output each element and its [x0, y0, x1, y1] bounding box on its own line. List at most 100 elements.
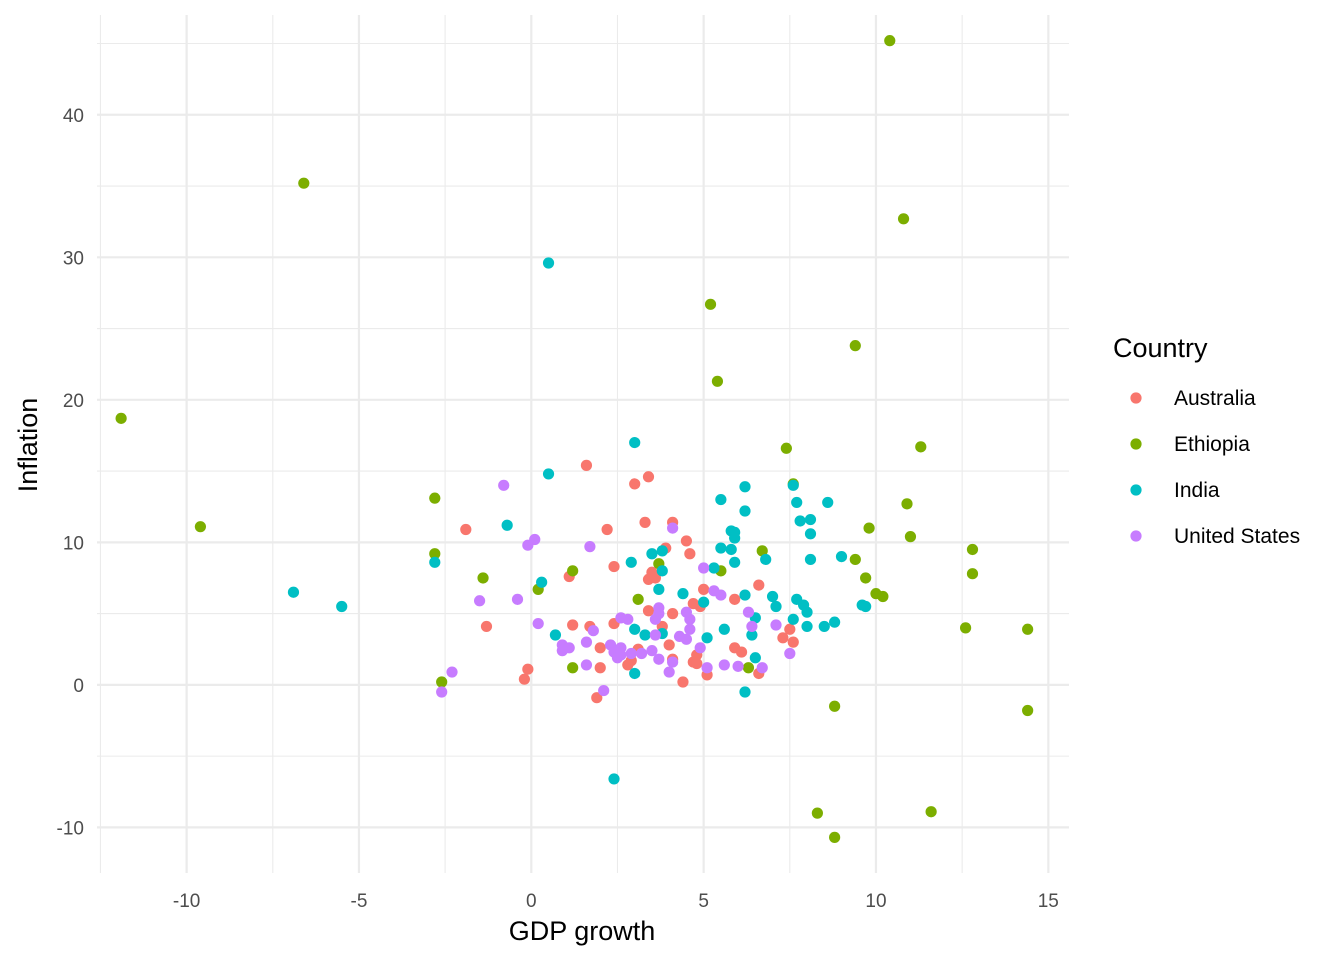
data-point-india [718, 623, 730, 635]
data-point-india [677, 588, 689, 600]
data-point-australia [649, 572, 661, 584]
data-point-ethiopia [829, 831, 841, 843]
data-point-india [739, 589, 751, 601]
data-point-ethiopia [567, 662, 579, 674]
data-point-united-states [625, 647, 637, 660]
data-point-india [760, 553, 772, 566]
y-tick-label: 10 [63, 533, 84, 554]
data-point-australia [608, 560, 620, 573]
data-point-united-states [522, 539, 534, 551]
data-point-india [860, 600, 872, 613]
data-point-united-states [580, 636, 593, 648]
data-point-india [629, 667, 641, 680]
data-point-ethiopia [567, 565, 579, 577]
data-point-australia [753, 579, 765, 591]
grid [97, 15, 1069, 873]
data-point-india [729, 556, 741, 568]
data-point-australia [629, 478, 641, 490]
data-point-united-states [698, 562, 710, 574]
data-point-united-states [732, 660, 744, 672]
x-tick-label: -5 [351, 891, 368, 912]
data-point-united-states [680, 633, 693, 645]
data-point-india [715, 542, 727, 554]
data-point-india [818, 620, 830, 633]
x-tick-label: 5 [698, 891, 709, 912]
data-point-india [629, 436, 641, 449]
data-point-ethiopia [115, 412, 127, 424]
data-point-australia [580, 459, 593, 471]
data-point-australia [680, 535, 693, 547]
data-point-india [653, 583, 665, 595]
data-point-australia [480, 620, 493, 633]
data-point-australia [667, 608, 679, 620]
data-point-india [715, 493, 727, 506]
data-point-india [287, 586, 300, 598]
data-point-australia [639, 516, 651, 528]
data-point-united-states [701, 662, 713, 674]
legend: Country Australia Ethiopia India United Sta… [1113, 333, 1300, 548]
data-point-india [725, 543, 737, 556]
data-point-india [656, 545, 668, 557]
data-point-australia [698, 583, 710, 595]
data-point-australia [594, 642, 606, 654]
data-point-united-states [667, 522, 679, 534]
data-point-ethiopia [863, 522, 875, 534]
legend-label: India [1174, 479, 1220, 502]
data-point-united-states [742, 606, 755, 618]
data-point-australia [518, 673, 531, 685]
data-point-united-states [563, 642, 575, 654]
data-point-india [791, 496, 803, 509]
data-point-australia [691, 657, 703, 670]
data-point-united-states [784, 647, 796, 660]
data-point-india [739, 505, 751, 517]
data-point-australia [594, 662, 606, 674]
data-point-ethiopia [829, 700, 841, 712]
data-point-australia [684, 548, 696, 560]
data-point-ethiopia [194, 521, 207, 533]
data-point-australia [787, 636, 799, 648]
data-point-india [625, 556, 637, 568]
data-point-united-states [580, 659, 593, 671]
data-point-india [536, 576, 548, 588]
data-point-united-states [649, 629, 661, 641]
legend-label: Australia [1174, 387, 1256, 410]
data-point-india [749, 652, 761, 664]
data-point-ethiopia [632, 593, 644, 605]
data-point-united-states [770, 619, 782, 631]
data-point-ethiopia [884, 35, 896, 47]
data-point-australia [601, 523, 613, 536]
data-point-ethiopia [877, 590, 889, 603]
data-point-ethiopia [298, 177, 310, 189]
data-point-india [429, 556, 441, 568]
data-point-australia [735, 646, 748, 658]
y-tick-label: 40 [63, 106, 84, 127]
data-point-india [787, 613, 799, 625]
data-point-australia [729, 593, 741, 605]
legend-title: Country [1113, 333, 1208, 363]
data-point-india [794, 515, 806, 527]
data-point-india [801, 620, 813, 633]
data-point-india [804, 528, 817, 540]
data-point-india [822, 496, 834, 509]
data-point-united-states [684, 623, 696, 635]
x-tick-label: 0 [526, 891, 537, 912]
x-tick-label: 15 [1038, 891, 1059, 912]
data-point-india [639, 629, 651, 641]
data-point-india [770, 600, 782, 613]
data-point-australia [460, 523, 472, 536]
data-point-ethiopia [436, 676, 448, 688]
data-point-united-states [653, 653, 665, 665]
data-point-ethiopia [429, 492, 441, 504]
x-tick-label: -10 [173, 891, 200, 912]
data-point-australia [522, 663, 534, 675]
data-point-ethiopia [966, 568, 979, 580]
data-point-ethiopia [1022, 623, 1034, 635]
data-point-united-states [498, 479, 510, 491]
data-point-united-states [715, 589, 727, 601]
data-point-india [804, 513, 817, 526]
data-point-india [542, 468, 555, 480]
data-point-ethiopia [780, 442, 792, 454]
data-point-united-states [611, 652, 624, 664]
data-point-ethiopia [711, 375, 724, 387]
